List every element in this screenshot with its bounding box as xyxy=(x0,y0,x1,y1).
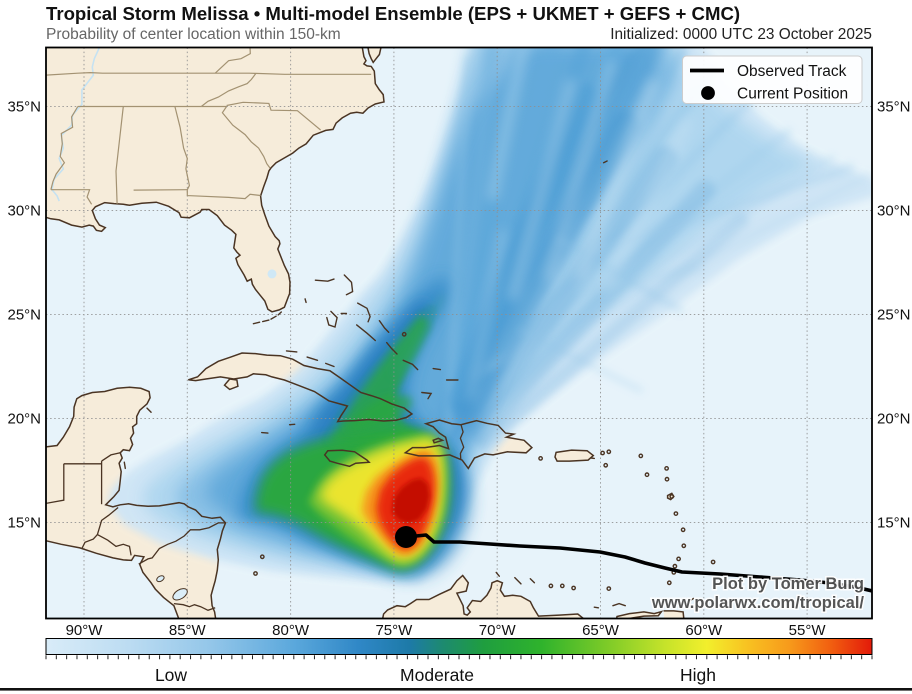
svg-text:Tropical Storm Melissa • Multi: Tropical Storm Melissa • Multi-model Ens… xyxy=(46,3,740,24)
svg-text:15°N: 15°N xyxy=(877,515,911,532)
svg-text:30°N: 30°N xyxy=(877,203,911,220)
svg-text:Probability of center location: Probability of center location within 15… xyxy=(46,26,341,43)
svg-text:Observed Track: Observed Track xyxy=(737,63,847,80)
svg-text:Moderate: Moderate xyxy=(400,665,474,685)
svg-text:65°W: 65°W xyxy=(582,622,620,639)
svg-text:75°W: 75°W xyxy=(375,622,413,639)
svg-text:70°W: 70°W xyxy=(479,622,517,639)
svg-text:35°N: 35°N xyxy=(877,99,911,116)
svg-text:30°N: 30°N xyxy=(7,203,41,220)
svg-text:20°N: 20°N xyxy=(7,411,41,428)
svg-text:Low: Low xyxy=(155,665,187,685)
svg-text:55°W: 55°W xyxy=(789,622,827,639)
svg-text:25°N: 25°N xyxy=(7,307,41,324)
svg-text:80°W: 80°W xyxy=(272,622,310,639)
svg-text:High: High xyxy=(680,665,716,685)
svg-text:Initialized: 0000 UTC 23 Octob: Initialized: 0000 UTC 23 October 2025 xyxy=(610,26,872,43)
svg-text:60°W: 60°W xyxy=(685,622,723,639)
svg-text:25°N: 25°N xyxy=(877,307,911,324)
svg-text:Plot by Tomer Burg: Plot by Tomer Burg xyxy=(712,575,864,593)
svg-text:www.polarwx.com/tropical/: www.polarwx.com/tropical/ xyxy=(651,594,865,612)
svg-text:20°N: 20°N xyxy=(877,411,911,428)
svg-text:85°W: 85°W xyxy=(169,622,207,639)
svg-text:90°W: 90°W xyxy=(66,622,104,639)
svg-text:35°N: 35°N xyxy=(7,99,41,116)
svg-text:Current Position: Current Position xyxy=(737,86,848,103)
svg-text:15°N: 15°N xyxy=(7,515,41,532)
